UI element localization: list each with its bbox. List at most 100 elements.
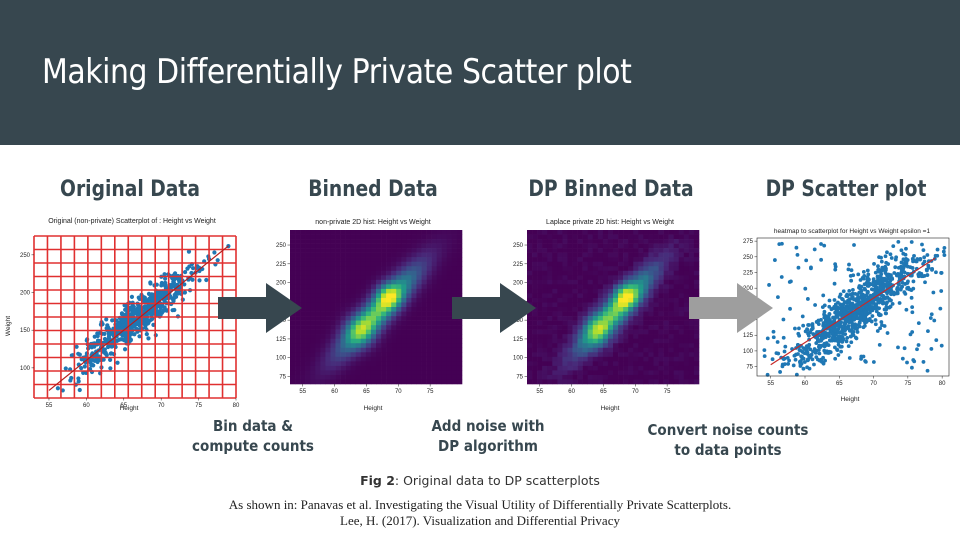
heatmap-cell	[587, 370, 594, 376]
heatmap-cell	[607, 370, 614, 376]
heatmap-cell	[300, 338, 306, 344]
heatmap-cell	[537, 374, 543, 380]
original-scatter-svg: Original (non-private) Scatterplot of : …	[5, 218, 240, 412]
scatter-point	[833, 328, 838, 333]
heatmap-cell	[290, 297, 296, 303]
heatmap-cell	[391, 243, 397, 249]
heatmap-cell	[350, 266, 357, 272]
heatmap-cell	[613, 325, 619, 330]
title-bar: Making Differentially Private Scatter pl…	[0, 0, 960, 145]
heatmap-cell	[567, 334, 573, 340]
heatmap-cell	[290, 293, 296, 299]
heatmap-cell	[350, 320, 357, 326]
heatmap-cell	[325, 343, 331, 349]
heatmap-cell	[542, 361, 548, 367]
scatter-point	[212, 250, 217, 255]
heatmap-cell	[683, 297, 690, 303]
heatmap-cell	[663, 279, 669, 285]
heatmap-cell	[562, 370, 568, 376]
heatmap-cell	[300, 261, 306, 267]
heatmap-cell	[310, 248, 316, 253]
scatter-point	[89, 345, 94, 350]
heatmap-cell	[406, 243, 412, 249]
y-tick-label: 100	[276, 356, 287, 362]
scatter-point	[899, 248, 904, 253]
heatmap-cell	[532, 311, 538, 317]
heatmap-cell	[381, 284, 387, 290]
heatmap-cell	[335, 270, 341, 276]
heatmap-cell	[325, 261, 331, 267]
heatmap-cell	[350, 352, 357, 358]
heatmap-cell	[456, 379, 463, 385]
heatmap-cell	[330, 338, 336, 344]
heatmap-cell	[537, 257, 543, 263]
heatmap-cell	[597, 284, 604, 290]
heatmap-cell	[567, 230, 573, 235]
heatmap-cell	[693, 234, 700, 240]
scatter-point	[889, 288, 894, 293]
heatmap-cell	[688, 252, 695, 258]
heatmap-cell	[567, 307, 573, 312]
heatmap-cell	[386, 325, 392, 330]
heatmap-cell	[613, 297, 619, 303]
heatmap-cell	[416, 343, 422, 349]
heatmap-cell	[623, 365, 629, 371]
heatmap-cell	[653, 252, 659, 258]
scatter-point	[845, 306, 850, 311]
heatmap-cell	[613, 230, 619, 235]
scatter-point	[155, 304, 160, 309]
scatter-point	[925, 253, 930, 257]
heatmap-cell	[330, 374, 336, 380]
heatmap-cell	[638, 257, 644, 263]
heatmap-cell	[365, 311, 372, 317]
heatmap-cell	[386, 347, 392, 353]
heatmap-cell	[421, 338, 427, 344]
heatmap-cell	[441, 356, 448, 362]
heatmap-cell	[607, 352, 614, 358]
heatmap-cell	[567, 252, 573, 258]
heatmap-cell	[607, 329, 614, 335]
heatmap-cell	[602, 293, 609, 299]
heatmap-cell	[693, 248, 700, 253]
heatmap-cell	[613, 279, 619, 285]
heatmap-cell	[562, 329, 568, 335]
heatmap-cell	[355, 284, 362, 290]
heatmap-cell	[582, 275, 589, 281]
heatmap-cell	[658, 334, 664, 340]
heatmap-cell	[345, 279, 352, 285]
heatmap-cell	[436, 297, 443, 303]
heatmap-cell	[411, 297, 417, 303]
scatter-point	[779, 275, 784, 279]
heatmap-cell	[638, 288, 644, 294]
heatmap-cell	[290, 266, 296, 272]
step-title-binned: Binned Data	[308, 177, 438, 202]
heatmap-cell	[643, 261, 649, 267]
scatter-point	[884, 311, 888, 316]
scatter-point	[857, 290, 862, 295]
heatmap-cell	[335, 374, 341, 380]
heatmap-cell	[557, 370, 563, 376]
heatmap-cell	[315, 365, 321, 371]
heatmap-cell	[340, 293, 346, 299]
heatmap-cell	[431, 297, 438, 303]
scatter-point	[148, 280, 153, 285]
heatmap-cell	[638, 338, 644, 344]
scatter-point	[877, 342, 882, 347]
y-tick-label: 225	[276, 262, 287, 268]
heatmap-cell	[295, 288, 301, 294]
heatmap-cell	[411, 316, 417, 321]
scatter-point	[767, 283, 771, 287]
scatter-point	[808, 354, 813, 359]
heatmap-cell	[542, 374, 548, 380]
heatmap-cell	[431, 266, 438, 272]
heatmap-cell	[310, 257, 316, 263]
heatmap-cell	[567, 370, 573, 376]
heatmap-cell	[295, 334, 301, 340]
source-citation: As shown in: Panavas et al. Investigatin…	[0, 497, 960, 529]
heatmap-cell	[305, 356, 311, 362]
heatmap-cell	[683, 266, 690, 272]
scatter-point	[821, 355, 825, 360]
heatmap-cell	[673, 302, 680, 308]
heatmap-cell	[587, 275, 594, 281]
heatmap-cell	[653, 365, 659, 371]
